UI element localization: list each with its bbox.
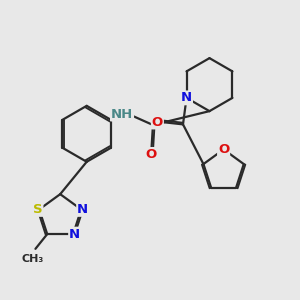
Text: O: O [218, 143, 229, 156]
Text: S: S [33, 203, 43, 216]
Text: O: O [152, 116, 163, 128]
Text: N: N [181, 92, 192, 104]
Text: O: O [146, 148, 157, 161]
Text: NH: NH [111, 108, 133, 121]
Text: N: N [77, 203, 88, 216]
Text: N: N [69, 228, 80, 241]
Text: CH₃: CH₃ [22, 254, 44, 264]
